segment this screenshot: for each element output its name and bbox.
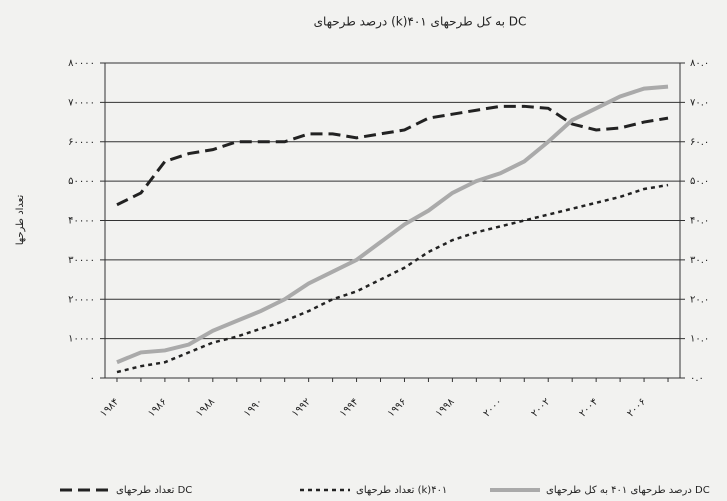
x-tick-label: ۱۹۸۶ (146, 396, 169, 419)
x-tick-label: ۱۹۸۴ (98, 396, 121, 419)
x-tick-label: ۱۹۹۰ (242, 396, 265, 419)
y-axis-label: تعداد طرحها (15, 194, 26, 245)
x-tick-label: ۲۰۰۰ (482, 396, 505, 419)
x-tick-label: ۱۹۹۲ (290, 396, 313, 419)
x-tick-label: ۲۰۰۶ (625, 396, 648, 419)
chart-title: درصد طرحهای (k)۴۰۱ به کل طرحهای DC (314, 15, 527, 30)
legend-label: تعداد طرحهای (k)۴۰۱ (356, 485, 447, 496)
legend-label: تعداد طرحهای DC (116, 485, 192, 496)
x-tick-label: ۱۹۸۸ (194, 396, 217, 419)
y2-tick-label: ۰.۰ (690, 373, 704, 384)
y2-tick-label: ۷۰.۰ (690, 97, 709, 108)
y-tick-label: ۴۰۰۰۰ (68, 216, 95, 227)
y2-tick-label: ۳۰.۰ (690, 255, 709, 266)
series-line (116, 84, 669, 365)
series-line (116, 104, 669, 207)
y-tick-label: ۱۰۰۰۰ (68, 334, 95, 345)
y-tick-label: ۵۰۰۰۰ (68, 176, 95, 187)
y-tick-label: ۸۰۰۰۰ (68, 58, 95, 69)
x-tick-label: ۱۹۹۸ (434, 396, 457, 419)
y-tick-label: ۲۰۰۰۰ (68, 294, 95, 305)
y2-tick-label: ۵۰.۰ (690, 176, 709, 187)
y-tick-label: ۳۰۰۰۰ (68, 255, 95, 266)
legend-label: درصد طرحهای ۴۰۱ به کل طرحهای DC (546, 485, 710, 496)
series-line (116, 183, 669, 374)
y-tick-label: ۰ (90, 373, 95, 384)
y2-tick-label: ۲۰.۰ (690, 294, 709, 305)
x-tick-label: ۲۰۰۲ (530, 396, 553, 419)
y2-tick-label: ۱۰.۰ (690, 334, 709, 345)
y2-tick-label: ۶۰.۰ (690, 137, 709, 148)
y2-tick-label: ۴۰.۰ (690, 216, 709, 227)
y-tick-label: ۷۰۰۰۰ (68, 97, 95, 108)
y-tick-label: ۶۰۰۰۰ (68, 137, 95, 148)
x-tick-label: ۱۹۹۴ (338, 396, 361, 419)
x-tick-label: ۱۹۹۶ (386, 396, 409, 419)
x-tick-label: ۲۰۰۴ (577, 396, 600, 419)
y2-tick-label: ۸۰.۰ (690, 58, 709, 69)
